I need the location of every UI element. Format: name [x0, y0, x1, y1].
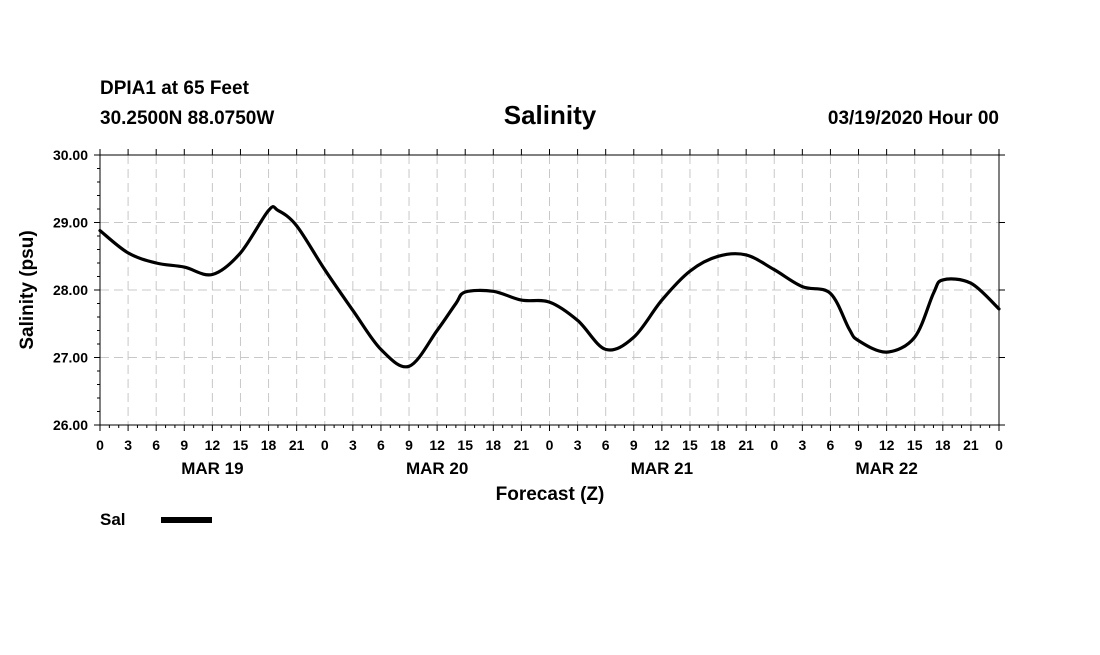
x-tick-label: 21 [738, 437, 754, 453]
x-tick-label: 3 [798, 437, 806, 453]
x-tick-label: 3 [574, 437, 582, 453]
y-tick-labels: 26.00 27.00 28.00 29.00 30.00 [53, 147, 88, 433]
y-tick-label: 30.00 [53, 147, 88, 163]
x-tick-label: 21 [963, 437, 979, 453]
x-tick-label: 0 [546, 437, 554, 453]
x-tick-labels: 0 3 6 9 12 15 18 21 0 3 6 9 12 15 18 21 0 3 6 9 12 15 18 21 0 3 6 9… [96, 437, 1003, 453]
series-line-sal [98, 205, 1001, 369]
x-axis-title: Forecast (Z) [496, 484, 605, 505]
y-axis-title: Salinity (psu) [17, 230, 38, 349]
y-tick-label: 29.00 [53, 215, 88, 231]
grid-layer [100, 155, 999, 425]
day-label: MAR 21 [631, 459, 693, 478]
x-tick-label: 6 [152, 437, 160, 453]
x-tick-label: 12 [205, 437, 221, 453]
station-label: DPIA1 at 65 Feet [100, 78, 250, 99]
y-tick-label: 27.00 [53, 350, 88, 366]
x-tick-label: 6 [602, 437, 610, 453]
x-tick-label: 15 [457, 437, 473, 453]
x-tick-label: 12 [879, 437, 895, 453]
x-tick-label: 0 [96, 437, 104, 453]
x-tick-label: 9 [630, 437, 638, 453]
x-tick-label: 12 [654, 437, 670, 453]
tick-layer [94, 149, 1005, 431]
x-tick-label: 9 [180, 437, 188, 453]
x-tick-label: 15 [907, 437, 923, 453]
x-tick-label: 0 [770, 437, 778, 453]
x-tick-label: 6 [827, 437, 835, 453]
x-tick-label: 18 [935, 437, 951, 453]
coords-label: 30.2500N 88.0750W [100, 108, 274, 129]
x-tick-label: 0 [995, 437, 1003, 453]
day-labels: MAR 19 MAR 20 MAR 21 MAR 22 [181, 459, 918, 478]
x-tick-label: 18 [261, 437, 277, 453]
x-tick-label: 6 [377, 437, 385, 453]
day-label: MAR 20 [406, 459, 468, 478]
x-tick-label: 18 [486, 437, 502, 453]
x-tick-label: 21 [514, 437, 530, 453]
datetime-label: 03/19/2020 Hour 00 [828, 108, 999, 129]
x-tick-label: 3 [124, 437, 132, 453]
day-label: MAR 19 [181, 459, 243, 478]
legend-label-sal: Sal [100, 510, 126, 529]
x-tick-label: 15 [233, 437, 249, 453]
x-tick-label: 12 [429, 437, 445, 453]
chart-title: Salinity [504, 100, 597, 130]
y-tick-label: 28.00 [53, 282, 88, 298]
x-tick-label: 3 [349, 437, 357, 453]
x-tick-label: 0 [321, 437, 329, 453]
x-tick-label: 9 [855, 437, 863, 453]
y-tick-label: 26.00 [53, 417, 88, 433]
x-tick-label: 9 [405, 437, 413, 453]
x-tick-label: 18 [710, 437, 726, 453]
day-label: MAR 22 [855, 459, 917, 478]
x-tick-label: 21 [289, 437, 305, 453]
x-tick-label: 15 [682, 437, 698, 453]
